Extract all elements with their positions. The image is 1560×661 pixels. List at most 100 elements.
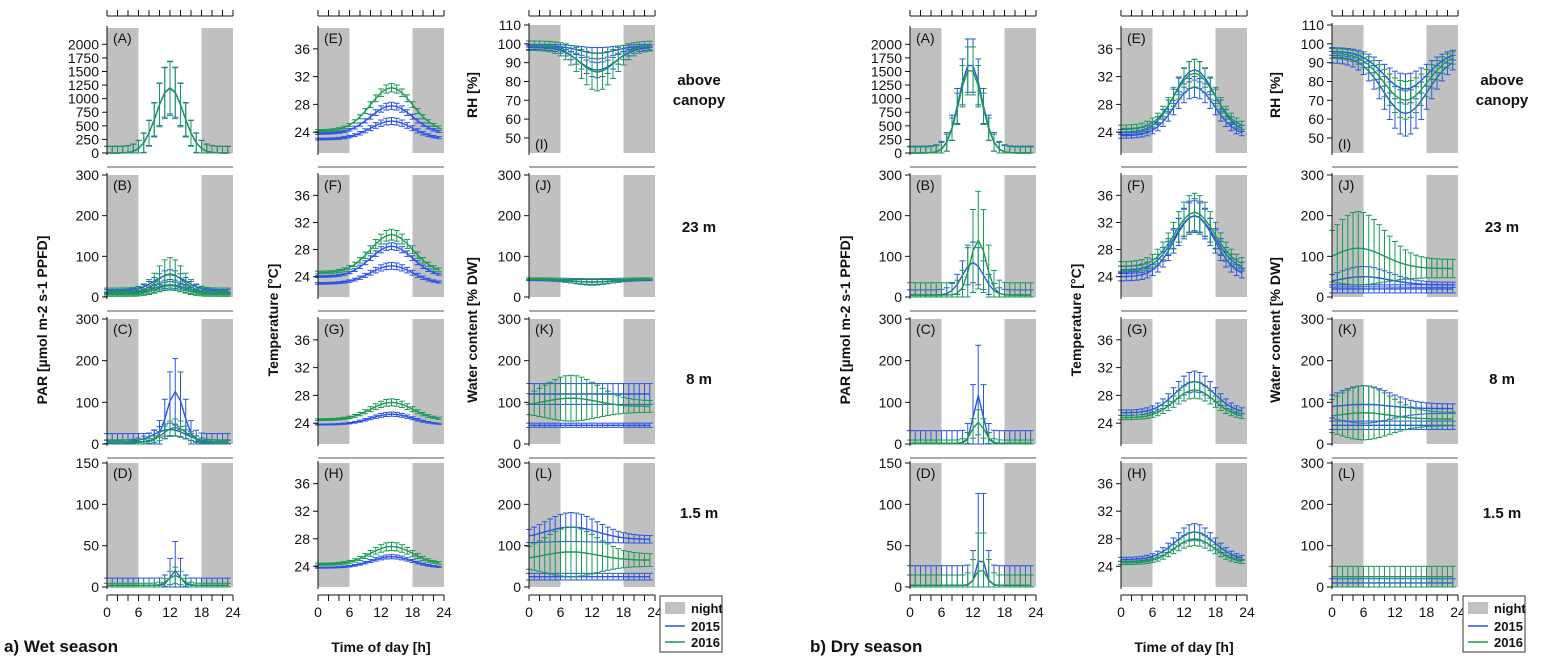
y-tick-label: 100 (498, 248, 522, 264)
series-line-2015 (317, 105, 439, 135)
y-tick-label: 24 (1097, 124, 1113, 140)
y-tick-label: 1500 (68, 63, 99, 79)
panel-K: 0 100 200 300 (K) (1301, 311, 1458, 459)
y-tick-label: 300 (879, 311, 903, 327)
y-title-par: PAR [µmol m-2 s-1 PPFD] (34, 236, 50, 405)
x-tick-label: 12 (1176, 604, 1192, 620)
panel-K: 0 100 200 300 (K) (498, 311, 655, 459)
y-tick-label: 1000 (68, 91, 99, 107)
y-tick-label: 100 (879, 248, 903, 264)
panel-H: 24 28 32 36 (H) (1097, 461, 1247, 589)
series-line-2015 (318, 555, 439, 569)
night-band (1004, 28, 1036, 153)
panel-letter: (B) (916, 177, 935, 193)
x-tick-label: 18 (616, 604, 632, 620)
y-tick-label: 50 (83, 538, 99, 554)
x-tick-label: 12 (373, 604, 389, 620)
panel-E: 24 28 32 36 (E) (294, 26, 444, 168)
series-line-2016 (528, 278, 650, 283)
night-band (910, 28, 942, 153)
panel-B: 0 100 200 300 (B) (76, 167, 233, 312)
y-tick-label: 70 (1308, 92, 1324, 108)
legend-label: 2015 (691, 619, 720, 634)
x-tick-label: 6 (346, 604, 354, 620)
y-tick-label: 250 (76, 131, 100, 147)
y-tick-label: 150 (76, 455, 100, 471)
y-tick-label: 70 (505, 92, 521, 108)
y-tick-label: 100 (1301, 248, 1325, 264)
x-tick-label: 0 (103, 604, 111, 620)
y-tick-label: 28 (294, 531, 310, 547)
panel-letter: (F) (324, 177, 342, 193)
panel-letter: (D) (113, 465, 132, 481)
night-band (1215, 175, 1247, 297)
y-tick-label: 1750 (871, 50, 902, 66)
y-tick-label: 100 (498, 36, 522, 52)
y-tick-label: 24 (294, 558, 310, 574)
night-band (1004, 319, 1036, 444)
panel-I: 50 60 70 80 90 100 110 (I) (498, 17, 655, 168)
y-tick-label: 1000 (871, 91, 902, 107)
y-tick-label: 110 (1302, 17, 1325, 33)
panel-F: 24 28 32 36 (F) (294, 173, 444, 312)
series-line-2015 (318, 265, 439, 285)
series-line-2015 (318, 413, 439, 426)
night-band (201, 319, 233, 444)
y-tick-label: 100 (879, 394, 903, 410)
y-tick-label: 150 (879, 455, 903, 471)
y-tick-label: 50 (1308, 130, 1324, 146)
y-tick-label: 200 (1301, 208, 1325, 224)
y-tick-label: 0 (91, 579, 99, 595)
panel-F: 24 28 32 36 (F) (1097, 173, 1247, 312)
y-tick-label: 1750 (68, 50, 99, 66)
y-tick-label: 200 (1301, 353, 1325, 369)
series-line-2015 (528, 526, 650, 540)
panel-J: 0 100 200 300 (J) (1301, 167, 1458, 312)
y-tick-label: 24 (294, 124, 310, 140)
y-tick-label: 100 (498, 394, 522, 410)
y-tick-label: 28 (1097, 531, 1113, 547)
y-tick-label: 0 (1316, 579, 1324, 595)
night-band (318, 175, 350, 297)
series-line-2015 (1121, 380, 1243, 414)
y-tick-label: 100 (879, 496, 903, 512)
y-tick-label: 100 (76, 248, 100, 264)
y-tick-label: 300 (498, 311, 522, 327)
x-tick-label: 18 (194, 604, 210, 620)
y-tick-label: 36 (294, 41, 310, 57)
y-tick-label: 0 (513, 436, 521, 452)
y-tick-label: 32 (1097, 360, 1113, 376)
y-tick-label: 100 (498, 538, 522, 554)
panel-C: 0 100 200 300 (C) (76, 311, 233, 459)
series-line-2016 (1331, 52, 1454, 102)
y-tick-label: 60 (505, 111, 521, 127)
night-band (201, 463, 233, 587)
night-band (107, 463, 139, 587)
y-tick-label: 1250 (871, 77, 902, 93)
legend-label: night (691, 601, 723, 616)
row-label: 1.5 m (680, 505, 718, 522)
y-tick-label: 36 (1097, 332, 1113, 348)
series-line-2016 (317, 86, 440, 132)
y-tick-label: 90 (505, 55, 521, 71)
x-tick-label: 24 (1028, 604, 1044, 620)
y-tick-label: 0 (1316, 289, 1324, 305)
y-tick-label: 300 (1301, 311, 1325, 327)
series-line-2016 (528, 397, 650, 408)
night-band (1426, 175, 1458, 297)
night-band (107, 175, 139, 297)
x-tick-label: 24 (225, 604, 241, 620)
series-line-2015 (317, 245, 440, 278)
y-tick-label: 200 (498, 496, 522, 512)
y-tick-label: 24 (294, 415, 310, 431)
series-line-2016 (528, 551, 650, 561)
panel-J: 0 100 200 300 (J) (498, 167, 655, 312)
y-tick-label: 500 (879, 118, 903, 134)
panel-D: 0 50 100 150 (D) (76, 455, 233, 595)
y-tick-label: 0 (513, 579, 521, 595)
season-label: a) Wet season (4, 637, 118, 656)
x-tick-label: 0 (525, 604, 533, 620)
y-tick-label: 50 (505, 130, 521, 146)
